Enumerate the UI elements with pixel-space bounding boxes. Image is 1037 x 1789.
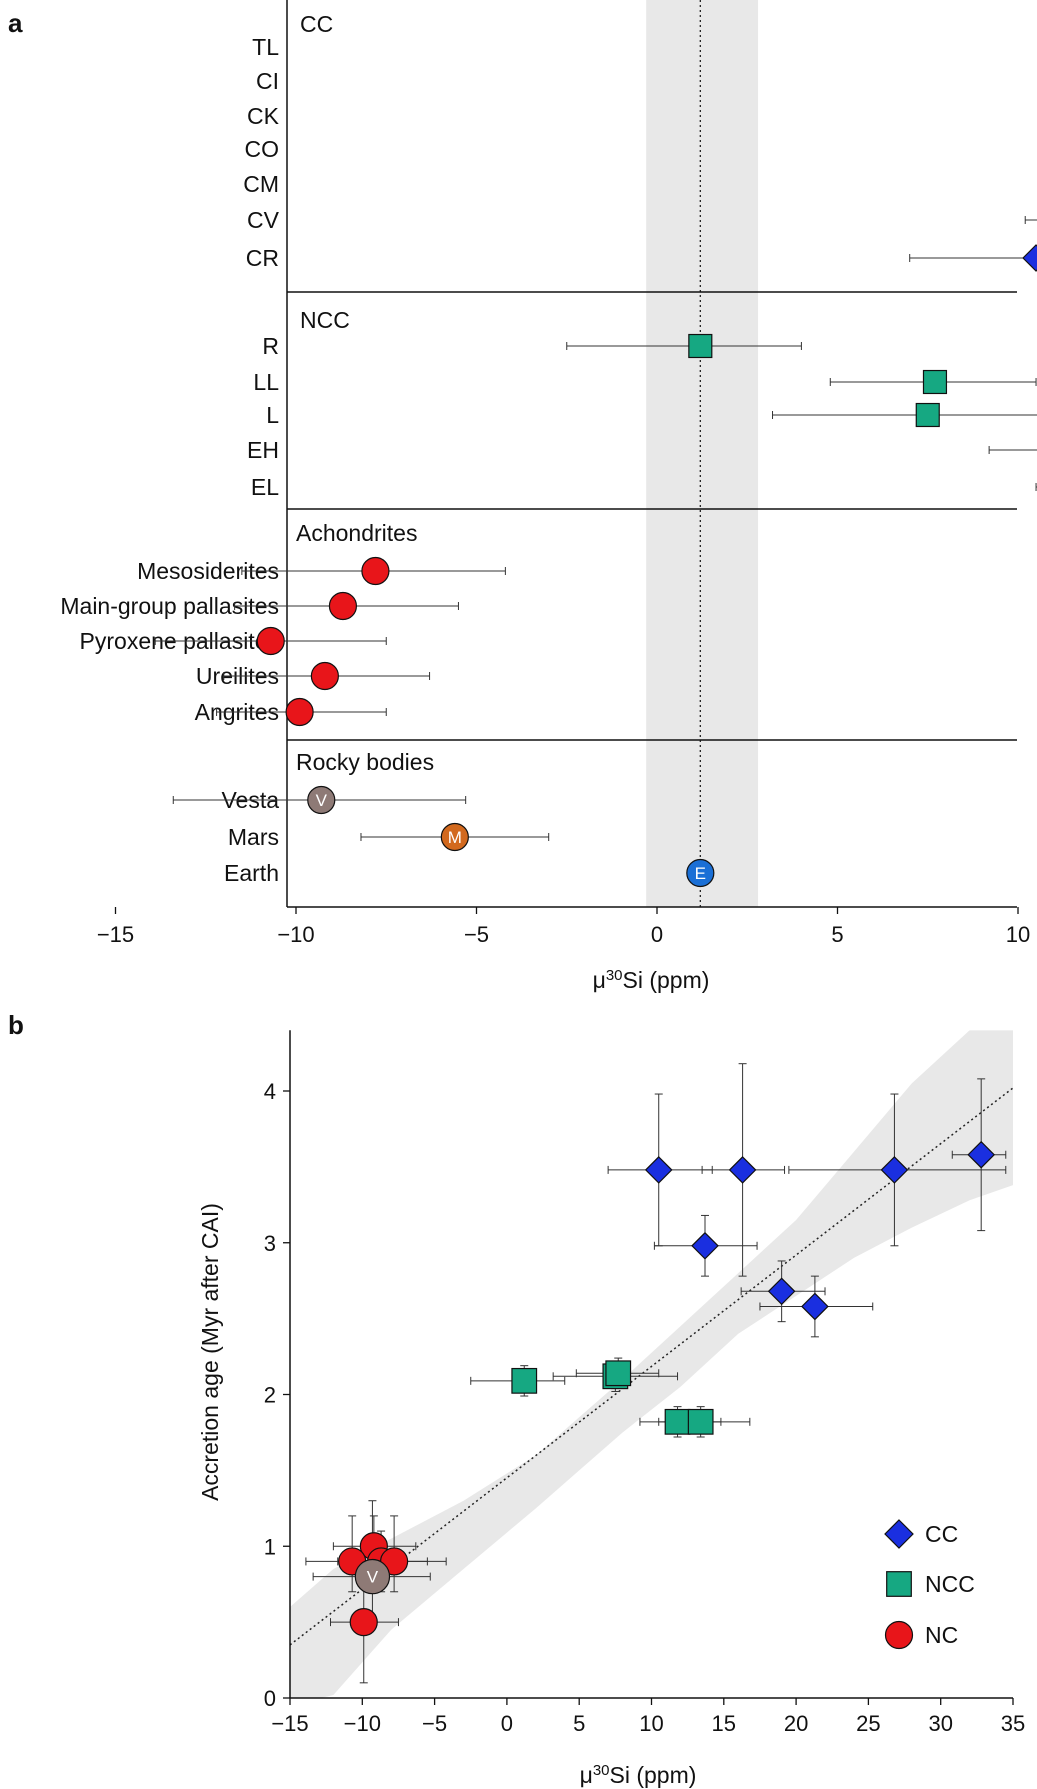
x-axis-label-prefix: μ xyxy=(593,967,606,993)
x-axis-label-superscript: 30 xyxy=(606,967,623,984)
row-label: CI xyxy=(256,68,279,94)
x-axis-label-prefix: μ xyxy=(580,1762,593,1788)
panel-a-chart: −15−10−505101520253035μ30Si (ppm)CCTLCIC… xyxy=(60,0,1037,993)
row-label: LL xyxy=(253,369,279,395)
row-label: Earth xyxy=(224,860,279,886)
data-point xyxy=(767,1277,796,1306)
data-point xyxy=(687,1408,714,1435)
x-axis-label-suffix: Si (ppm) xyxy=(623,967,710,993)
x-tick-label: 25 xyxy=(856,1711,880,1736)
data-point xyxy=(801,1292,829,1321)
x-tick-label: 0 xyxy=(651,922,663,947)
data-point xyxy=(644,1156,673,1184)
data-point xyxy=(354,1558,391,1595)
data-point xyxy=(307,785,336,815)
data-point xyxy=(605,1360,632,1387)
confidence-band xyxy=(290,1030,1013,1699)
data-point-letter: M xyxy=(448,828,462,847)
x-axis-label-superscript: 30 xyxy=(593,1762,610,1779)
row-label: Mars xyxy=(228,824,279,850)
x-tick-label: −5 xyxy=(464,922,489,947)
y-tick-label: 0 xyxy=(264,1686,276,1711)
data-point-letter: E xyxy=(695,864,706,883)
row-label: L xyxy=(266,402,279,428)
data-point xyxy=(310,661,339,691)
group-title: NCC xyxy=(300,307,350,333)
row-label: R xyxy=(262,333,279,359)
legend-marker xyxy=(884,1519,914,1549)
row-label: CR xyxy=(246,245,279,271)
legend-marker xyxy=(886,1571,912,1597)
data-point xyxy=(328,591,358,621)
x-tick-label: 0 xyxy=(501,1711,513,1736)
row-label: EL xyxy=(251,474,279,500)
data-point xyxy=(361,556,390,586)
data-point xyxy=(728,1156,757,1184)
x-axis-label: μ30Si (ppm) xyxy=(593,967,710,994)
data-point xyxy=(440,822,469,852)
data-point xyxy=(922,369,948,395)
x-tick-label: 30 xyxy=(928,1711,952,1736)
data-point xyxy=(1022,244,1037,272)
data-point xyxy=(511,1367,538,1394)
x-tick-label: 10 xyxy=(639,1711,663,1736)
panel-b-plot-area xyxy=(290,1030,1013,1699)
group-title: CC xyxy=(300,11,333,37)
y-tick-label: 2 xyxy=(264,1383,276,1408)
y-tick-label: 1 xyxy=(264,1534,276,1559)
legend-label: CC xyxy=(925,1521,958,1547)
data-point xyxy=(664,1408,691,1435)
group-title: Rocky bodies xyxy=(296,749,434,775)
x-tick-label: −15 xyxy=(271,1711,308,1736)
x-axis-label: μ30Si (ppm) xyxy=(580,1762,697,1789)
data-point xyxy=(285,697,314,727)
row-label: CV xyxy=(247,207,280,233)
x-tick-label: −15 xyxy=(97,922,134,947)
row-label: CM xyxy=(243,171,279,197)
legend-label: NC xyxy=(925,1622,958,1648)
x-tick-label: −10 xyxy=(277,922,314,947)
x-tick-label: 5 xyxy=(573,1711,585,1736)
x-tick-label: 10 xyxy=(1006,922,1030,947)
data-point xyxy=(880,1156,909,1184)
data-point xyxy=(256,626,285,656)
legend-label: NCC xyxy=(925,1571,975,1597)
x-tick-label: −10 xyxy=(344,1711,381,1736)
x-tick-label: 20 xyxy=(784,1711,808,1736)
y-tick-label: 4 xyxy=(264,1079,276,1104)
x-axis-label-suffix: Si (ppm) xyxy=(610,1762,697,1788)
reference-band xyxy=(646,0,759,907)
x-tick-label: 5 xyxy=(831,922,843,947)
data-point-letter: V xyxy=(316,791,328,810)
data-point xyxy=(691,1231,719,1260)
panel-label-a: a xyxy=(8,8,23,38)
data-point xyxy=(349,1608,378,1637)
data-point xyxy=(686,858,715,888)
legend-marker xyxy=(884,1620,914,1650)
data-point xyxy=(688,333,713,359)
y-tick-label: 3 xyxy=(264,1231,276,1256)
row-label: CO xyxy=(245,136,280,162)
group-title: Achondrites xyxy=(296,520,417,546)
data-point xyxy=(967,1140,996,1169)
data-point xyxy=(915,402,940,428)
y-axis-label: Accretion age (Myr after CAI) xyxy=(197,1203,223,1501)
x-tick-label: 15 xyxy=(712,1711,736,1736)
row-label: TL xyxy=(252,34,279,60)
row-label: EH xyxy=(247,437,279,463)
panel-label-b: b xyxy=(8,1010,24,1040)
x-tick-label: −5 xyxy=(422,1711,447,1736)
row-label: CK xyxy=(247,103,280,129)
data-point-letter: V xyxy=(367,1568,379,1587)
x-tick-label: 35 xyxy=(1001,1711,1025,1736)
